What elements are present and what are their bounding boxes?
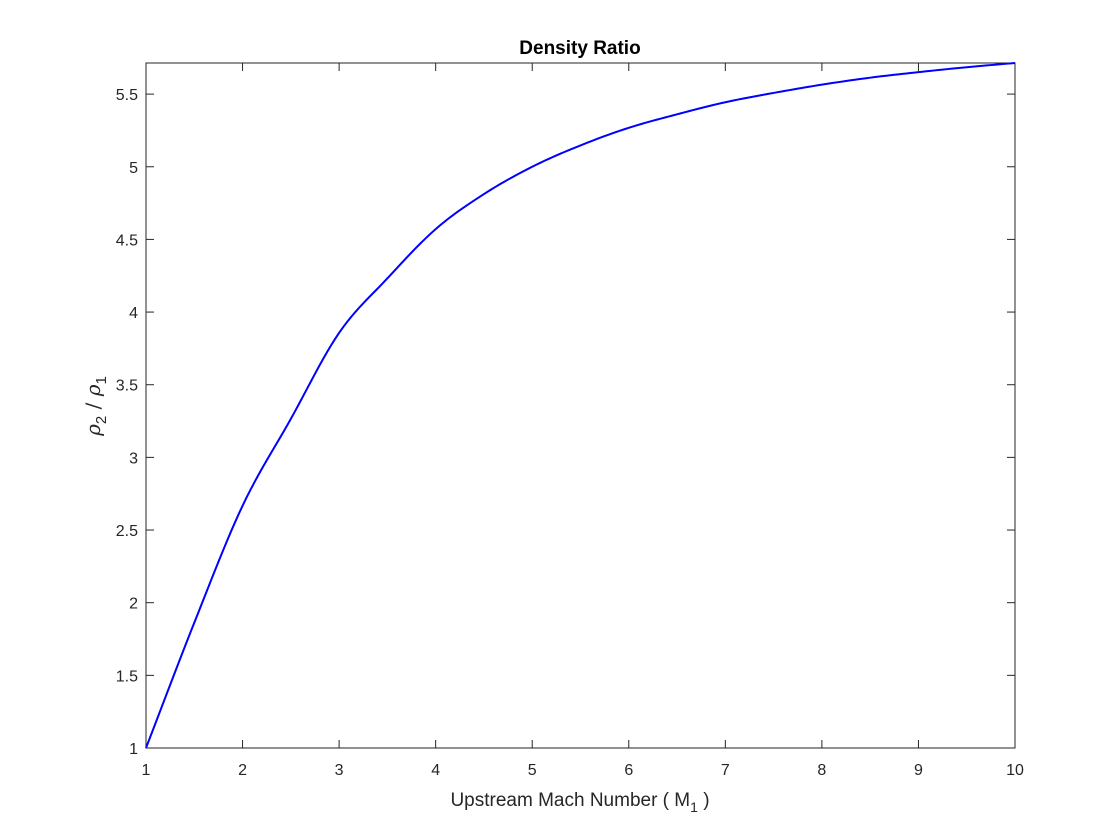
x-tick-label: 3	[335, 762, 344, 779]
y-tick-labels: 1 1.5 2 2.5 3 3.5 4 4.5 5 5.5	[116, 87, 138, 758]
x-tick-label: 8	[817, 762, 826, 779]
x-tick-label: 7	[721, 762, 730, 779]
x-tick-label: 6	[624, 762, 633, 779]
y-tick-label: 4.5	[116, 232, 138, 249]
y-axis-label-numerator-subscript: 2	[93, 416, 110, 424]
x-tick-labels: 1 2 3 4 5 6 7 8 9 10	[142, 762, 1024, 779]
axes-box	[145, 62, 1016, 749]
series-line-density-ratio	[145, 62, 1016, 749]
y-tick-label: 3	[129, 450, 138, 467]
x-axis-label: Upstream Mach Number ( M1 )	[450, 790, 709, 815]
x-axis-label-subscript: 1	[690, 799, 698, 815]
y-axis-label-denominator-subscript: 1	[93, 376, 110, 384]
y-tick-label: 2	[129, 596, 138, 613]
x-tick-label: 10	[1006, 762, 1024, 779]
x-tick-label: 4	[431, 762, 440, 779]
y-tick-label: 5	[129, 160, 138, 177]
y-tick-label: 4	[129, 305, 138, 322]
y-axis-label-separator: /	[81, 396, 105, 415]
x-tick-label: 2	[238, 762, 247, 779]
y-tick-label: 5.5	[116, 87, 138, 104]
y-ticks	[146, 93, 1015, 749]
y-tick-label: 1	[129, 741, 138, 758]
y-tick-label: 3.5	[116, 378, 138, 395]
y-tick-label: 1.5	[116, 668, 138, 685]
chart-title: Density Ratio	[519, 38, 640, 59]
y-axis-label-numerator: ρ	[81, 424, 105, 437]
y-tick-label: 2.5	[116, 523, 138, 540]
y-axis-label: ρ2 / ρ1	[81, 376, 110, 437]
x-axis-label-suffix: )	[698, 790, 710, 811]
x-tick-label: 5	[528, 762, 537, 779]
x-ticks	[145, 63, 1016, 748]
y-axis-label-denominator: ρ	[81, 384, 105, 397]
x-axis-label-text: Upstream Mach Number ( M	[450, 790, 690, 811]
x-tick-label: 9	[914, 762, 923, 779]
x-tick-label: 1	[142, 762, 151, 779]
